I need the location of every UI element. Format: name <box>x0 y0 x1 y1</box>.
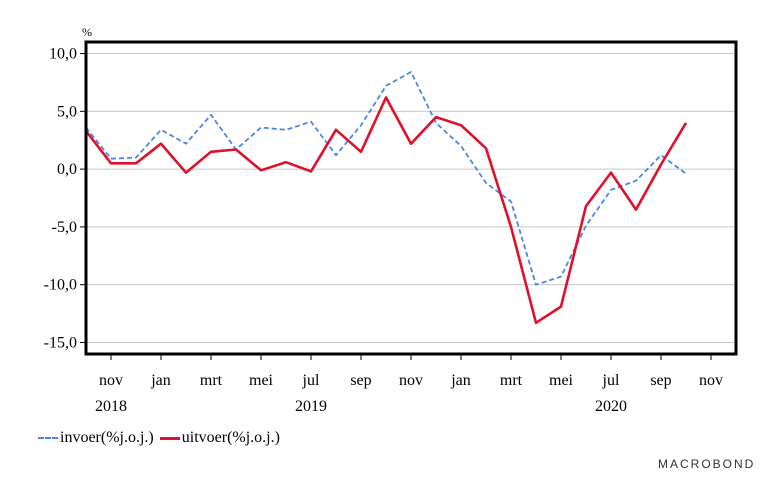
x-tick-label: nov <box>399 372 423 389</box>
x-tick-label: jul <box>302 372 320 389</box>
x-axis: nov jan mrt mei jul sep nov jan mrt mei jul sep nov 2… <box>95 354 723 415</box>
x-tick-label: nov <box>99 372 123 389</box>
series-line-invoer <box>85 71 687 286</box>
brand-logo: MACROBOND <box>658 457 756 471</box>
legend-item-uitvoer: uitvoer(%j.o.j.) <box>159 429 280 447</box>
series-layer <box>84 71 688 325</box>
legend: invoer(%j.o.j.) uitvoer(%j.o.j.) <box>38 429 286 447</box>
legend-label-invoer: invoer(%j.o.j.) <box>60 429 154 446</box>
x-tick-label: jan <box>150 372 171 389</box>
legend-item-invoer: invoer(%j.o.j.) <box>38 429 154 447</box>
y-tick-label: -5,0 <box>52 219 77 236</box>
y-axis: 10,0 5,0 0,0 -5,0 -10,0 -15,0 <box>44 46 86 351</box>
y-tick-label: 0,0 <box>57 161 77 178</box>
x-tick-label: sep <box>350 372 371 389</box>
x-tick-label: mrt <box>500 372 523 389</box>
y-unit-label: % <box>82 25 92 39</box>
y-tick-label: -10,0 <box>44 277 77 294</box>
x-tick-label: mei <box>549 372 574 389</box>
x-tick-label: jul <box>602 372 620 389</box>
legend-label-uitvoer: uitvoer(%j.o.j.) <box>181 429 280 446</box>
plot-frame <box>84 40 738 356</box>
y-tick-label: -15,0 <box>44 334 77 351</box>
x-year-label: 2020 <box>595 398 627 415</box>
series-line-uitvoer <box>84 96 688 325</box>
y-tick-label: 5,0 <box>57 103 77 120</box>
x-year-label: 2019 <box>295 398 327 415</box>
x-tick-label: mei <box>249 372 274 389</box>
x-tick-label: mrt <box>200 372 223 389</box>
x-tick-label: nov <box>699 372 723 389</box>
legend-swatch-uitvoer <box>159 436 180 440</box>
x-year-label: 2018 <box>95 398 127 415</box>
legend-swatch-invoer <box>38 437 58 439</box>
x-tick-label: jan <box>450 372 471 389</box>
gridlines <box>86 53 736 343</box>
x-tick-label: sep <box>650 372 671 389</box>
y-tick-label: 10,0 <box>49 46 77 63</box>
